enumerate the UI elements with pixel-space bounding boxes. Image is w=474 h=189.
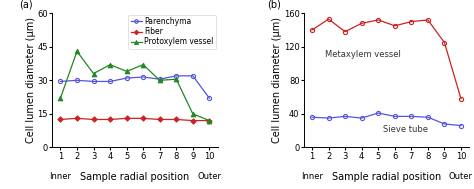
Legend: Parenchyma, Fiber, Protoxylem vessel: Parenchyma, Fiber, Protoxylem vessel xyxy=(128,15,216,49)
Text: Outer: Outer xyxy=(449,172,473,181)
Y-axis label: Cell lumen diameter (μm): Cell lumen diameter (μm) xyxy=(26,17,36,143)
Text: Metaxylem vessel: Metaxylem vessel xyxy=(325,50,401,59)
Text: Outer: Outer xyxy=(197,172,221,181)
Text: Inner: Inner xyxy=(301,172,323,181)
Text: (a): (a) xyxy=(19,0,33,9)
X-axis label: Sample radial position: Sample radial position xyxy=(332,172,441,182)
Text: Sieve tube: Sieve tube xyxy=(383,125,428,134)
Text: (b): (b) xyxy=(267,0,281,9)
Y-axis label: Cell lumen diameter (μm): Cell lumen diameter (μm) xyxy=(272,17,283,143)
X-axis label: Sample radial position: Sample radial position xyxy=(80,172,190,182)
Text: Inner: Inner xyxy=(49,172,72,181)
